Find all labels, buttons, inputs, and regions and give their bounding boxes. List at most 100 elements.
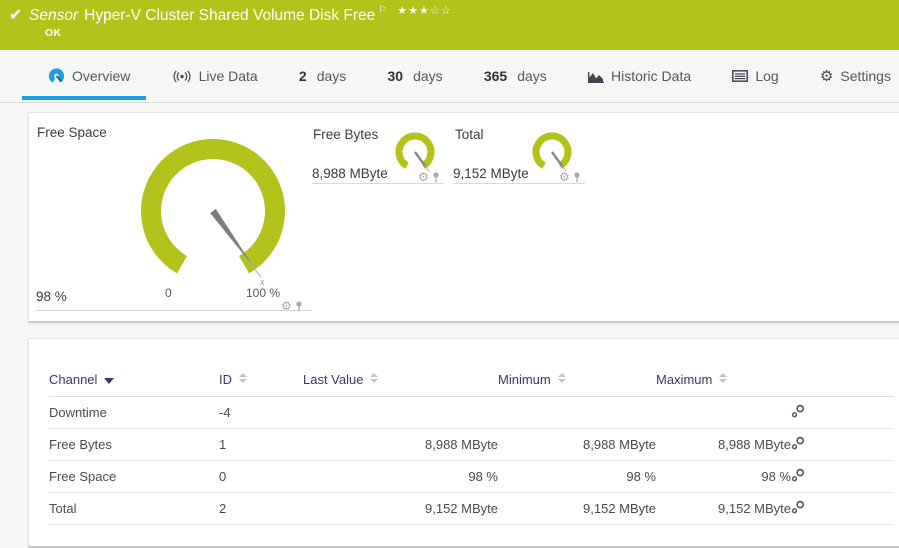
- table-header-row: Channel ID Last Value Minimum Maximum: [49, 367, 894, 397]
- tab-live-data-label: Live Data: [198, 68, 258, 84]
- sort-desc-icon: [104, 378, 115, 384]
- tab-365-days-number: 365: [483, 68, 508, 84]
- gauge-free-bytes-value: 8,988 MByte: [312, 166, 388, 181]
- column-header-last-value[interactable]: Last Value: [303, 367, 498, 397]
- tab-365-days[interactable]: 365 days: [484, 68, 547, 84]
- cell-minimum: 9,152 MByte: [498, 492, 656, 525]
- table-row: Free Space 0 98 % 98 % 98 %: [49, 460, 894, 493]
- cell-last-value: 9,152 MByte: [303, 492, 498, 525]
- column-header-channel-label: Channel: [49, 372, 98, 387]
- total-divider: [453, 183, 585, 184]
- cell-channel: Total: [49, 492, 219, 525]
- sort-icon: [557, 373, 566, 383]
- channel-settings-gears-icon[interactable]: [791, 500, 805, 514]
- table-row: Downtime -4: [49, 396, 894, 429]
- column-header-minimum[interactable]: Minimum: [498, 367, 656, 397]
- gauge-max-tick: 100 %: [246, 286, 280, 300]
- tab-settings[interactable]: ⚙ Settings: [820, 68, 891, 84]
- table-row: Total 2 9,152 MByte 9,152 MByte 9,152 MB…: [49, 492, 894, 525]
- channels-table-panel: Channel ID Last Value Minimum Maximum: [28, 338, 899, 548]
- column-header-channel[interactable]: Channel: [49, 367, 219, 397]
- column-header-id[interactable]: ID: [219, 367, 303, 397]
- widget-gear-icon[interactable]: ⚙: [281, 299, 292, 313]
- cell-id: -4: [219, 396, 303, 429]
- stars-empty[interactable]: ☆☆: [429, 5, 452, 17]
- cell-minimum: 98 %: [498, 460, 656, 493]
- tab-bar: Overview Live Data 2 days 30 days 365 da…: [0, 50, 899, 103]
- status-badge: OK: [45, 27, 62, 39]
- gauges-panel: Free Space x 0 100 % 98 % ⚙ Free Bytes 8…: [28, 112, 899, 323]
- free-bytes-widget-tools: ⚙: [418, 171, 440, 183]
- channel-settings-gears-icon[interactable]: [791, 468, 805, 482]
- free-space-widget-tools: ⚙: [281, 300, 303, 312]
- table-row: Free Bytes 1 8,988 MByte 8,988 MByte 8,9…: [49, 428, 894, 461]
- cell-channel: Downtime: [49, 396, 219, 429]
- tab-historic-data-label: Historic Data: [611, 68, 692, 84]
- widget-pin-icon[interactable]: [432, 171, 440, 183]
- active-tab-indicator: [22, 96, 146, 100]
- sort-icon: [370, 373, 379, 383]
- gauge-free-space-label: Free Space: [37, 125, 107, 140]
- cell-maximum: 8,988 MByte: [656, 428, 791, 461]
- tab-historic-data[interactable]: Historic Data: [588, 68, 691, 84]
- widget-pin-icon[interactable]: [573, 171, 581, 183]
- tab-log-label: Log: [755, 68, 779, 84]
- cell-maximum: 98 %: [656, 460, 791, 493]
- needle-tip-marker: x: [260, 277, 265, 287]
- cell-id: 2: [219, 492, 303, 525]
- column-header-maximum-label: Maximum: [656, 372, 713, 387]
- gear-icon: ⚙: [819, 67, 834, 85]
- sensor-title-line: Sensor Hyper-V Cluster Shared Volume Disk…: [29, 4, 452, 25]
- cell-minimum: 8,988 MByte: [498, 428, 656, 461]
- tab-30-days[interactable]: 30 days: [388, 68, 443, 84]
- status-ok-check-icon: ✔: [9, 7, 23, 24]
- total-gauge: [532, 132, 572, 172]
- total-widget-tools: ⚙: [559, 171, 581, 183]
- free-bytes-gauge: [395, 132, 435, 172]
- tab-2-days[interactable]: 2 days: [299, 68, 346, 84]
- tab-log[interactable]: Log: [732, 68, 779, 84]
- free-space-gauge: x 0 100 %: [141, 139, 285, 300]
- gauge-icon: [48, 68, 65, 83]
- free-space-divider: [36, 310, 312, 311]
- tab-settings-label: Settings: [840, 68, 891, 84]
- cell-minimum: [498, 396, 656, 429]
- widget-gear-icon[interactable]: ⚙: [418, 170, 429, 184]
- widget-pin-icon[interactable]: [295, 300, 303, 312]
- cell-channel: Free Space: [49, 460, 219, 493]
- tab-overview-label: Overview: [72, 68, 131, 84]
- gauge-free-space-value: 98 %: [36, 289, 67, 304]
- gauge-total-label: Total: [455, 127, 484, 142]
- tab-live-data[interactable]: Live Data: [172, 68, 258, 84]
- widget-gear-icon[interactable]: ⚙: [559, 170, 570, 184]
- sort-icon: [239, 373, 247, 383]
- tab-overview[interactable]: Overview: [48, 68, 130, 84]
- flag-icon[interactable]: ⚐: [378, 5, 388, 16]
- column-header-maximum[interactable]: Maximum: [656, 367, 791, 397]
- column-header-minimum-label: Minimum: [498, 372, 551, 387]
- gauge-total-value: 9,152 MByte: [453, 166, 529, 181]
- tab-30-days-label: days: [413, 68, 443, 84]
- cell-last-value: [303, 396, 498, 429]
- page-title: Hyper-V Cluster Shared Volume Disk Free: [84, 7, 376, 24]
- channel-settings-gears-icon[interactable]: [791, 436, 805, 450]
- gauge-free-bytes-label: Free Bytes: [313, 127, 379, 142]
- priority-stars[interactable]: ★★★☆☆: [397, 5, 451, 17]
- cell-maximum: 9,152 MByte: [656, 492, 791, 525]
- stars-filled[interactable]: ★★★: [397, 5, 430, 17]
- column-header-last-value-label: Last Value: [303, 372, 364, 387]
- channel-settings-gears-icon[interactable]: [791, 404, 805, 418]
- area-chart-icon: [588, 71, 604, 83]
- sensor-type-label: Sensor: [29, 7, 79, 24]
- cell-last-value: 98 %: [303, 460, 498, 493]
- tab-2-days-number: 2: [298, 68, 307, 84]
- tab-30-days-number: 30: [387, 68, 404, 84]
- column-header-spacer: [831, 367, 894, 397]
- column-header-id-label: ID: [219, 372, 232, 387]
- live-data-icon: [173, 70, 191, 82]
- column-header-settings: [791, 367, 831, 397]
- cell-last-value: 8,988 MByte: [303, 428, 498, 461]
- log-list-icon: [732, 70, 749, 82]
- cell-id: 1: [219, 428, 303, 461]
- tab-365-days-label: days: [517, 68, 547, 84]
